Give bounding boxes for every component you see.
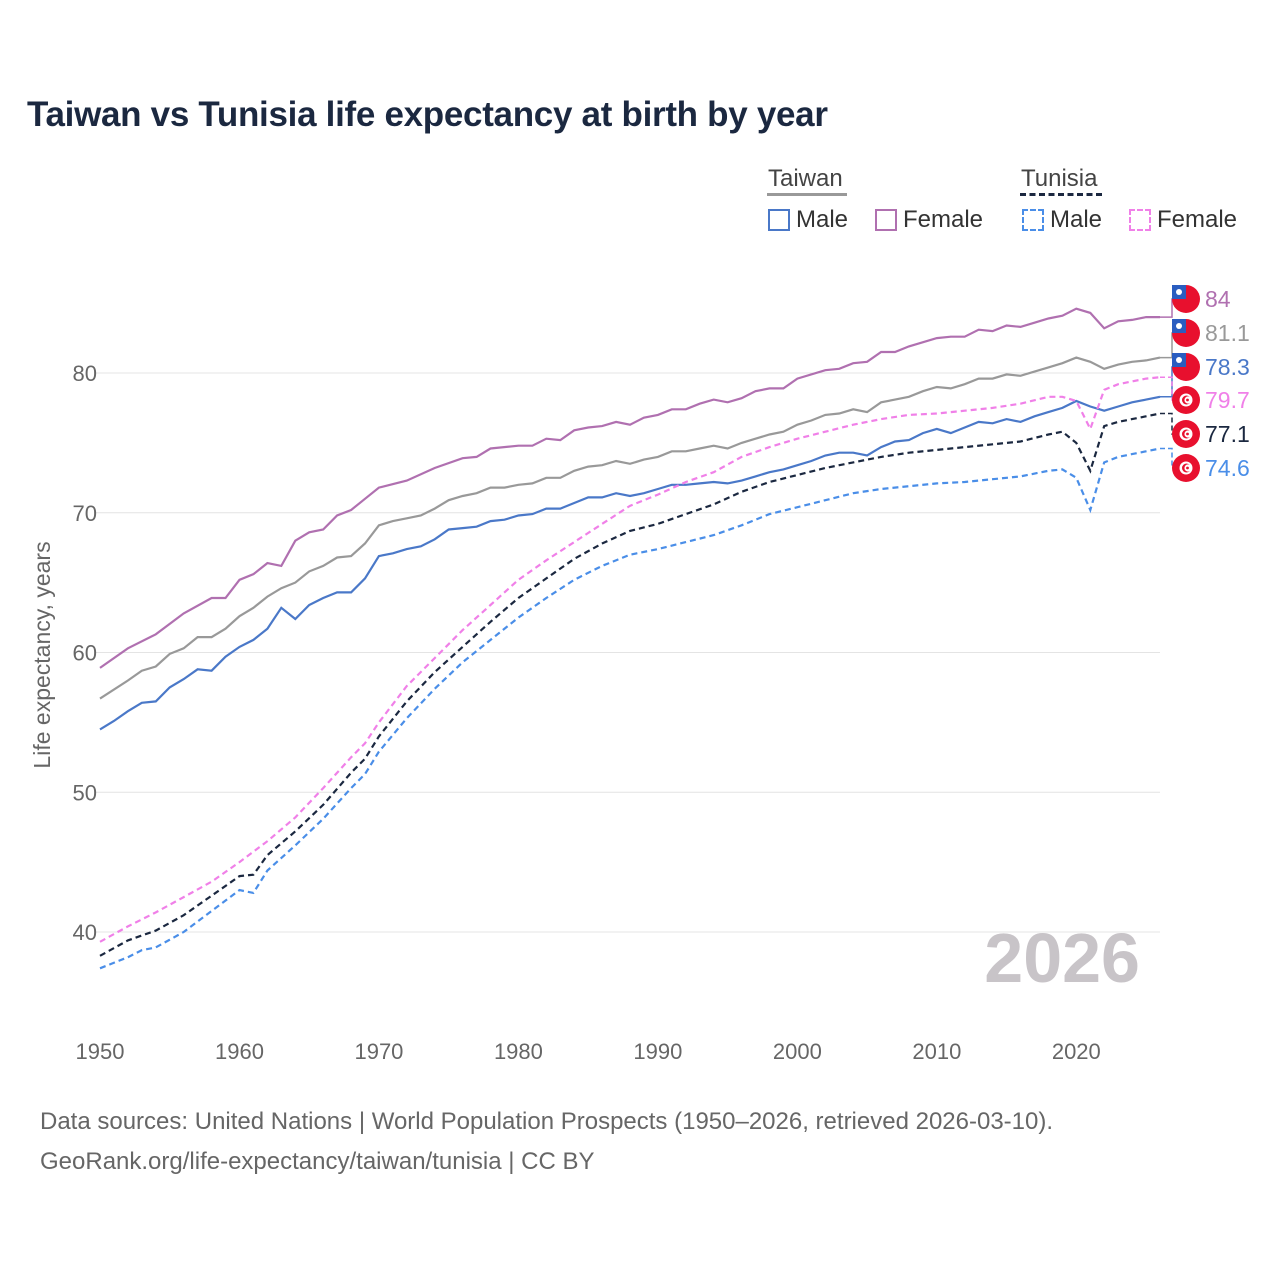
end-value-label: 74.6 <box>1205 455 1250 481</box>
chart-title: Taiwan vs Tunisia life expectancy at bir… <box>27 95 828 134</box>
footer-link[interactable]: GeoRank.org/life-expectancy/taiwan/tunis… <box>40 1148 595 1175</box>
series-line-tunisia-female <box>99 376 1161 943</box>
series-lines <box>99 307 1161 970</box>
legend-tunisia-male[interactable]: Male <box>1022 206 1102 234</box>
legend-tunisia-underline <box>1020 193 1102 196</box>
legend-tunisia-label: Tunisia <box>1021 165 1098 192</box>
y-tick-label: 60 <box>73 641 97 666</box>
legend-swatch-icon <box>1129 209 1151 231</box>
x-tick-label: 1990 <box>633 1039 682 1064</box>
legend-taiwan-female[interactable]: Female <box>875 206 983 234</box>
y-tick-label: 50 <box>73 780 97 805</box>
taiwan-flag-icon <box>1172 353 1200 381</box>
series-line-taiwan-male <box>99 395 1161 731</box>
x-tick-label: 1970 <box>354 1039 403 1064</box>
x-tick-label: 1980 <box>494 1039 543 1064</box>
y-tick-label: 70 <box>73 501 97 526</box>
legend-swatch-icon <box>1022 209 1044 231</box>
legend-taiwan-label: Taiwan <box>768 165 843 192</box>
series-line-taiwan-female <box>99 307 1160 669</box>
tunisia-flag-icon <box>1172 386 1200 414</box>
series-line-tunisia-total <box>99 412 1161 957</box>
taiwan-flag-icon <box>1172 285 1200 313</box>
legend-swatch-icon <box>768 209 790 231</box>
end-value-label: 78.3 <box>1205 354 1250 380</box>
legend-taiwan-male[interactable]: Male <box>768 206 848 234</box>
y-axis-label: Life expectancy, years <box>29 541 55 768</box>
end-value-label: 81.1 <box>1205 320 1250 346</box>
x-tick-label: 1960 <box>215 1039 264 1064</box>
grid-lines <box>95 372 1160 933</box>
end-value-label: 84 <box>1205 286 1231 312</box>
legend-swatch-icon <box>875 209 897 231</box>
series-line-taiwan-total <box>99 356 1161 700</box>
legend-tunisia-female[interactable]: Female <box>1129 206 1237 234</box>
x-tick-label: 2010 <box>912 1039 961 1064</box>
series-line-tunisia-male <box>99 447 1161 970</box>
year-watermark: 2026 <box>984 919 1140 997</box>
x-tick-label: 1950 <box>76 1039 125 1064</box>
y-tick-label: 40 <box>73 920 97 945</box>
x-axis-ticks: 1950 1960 1970 1980 1990 2000 2010 2020 <box>76 1039 1101 1064</box>
end-labels: 84 81.1 78.3 79.7 77.1 74.6 <box>1160 285 1250 482</box>
tunisia-flag-icon <box>1172 454 1200 482</box>
end-value-label: 77.1 <box>1205 421 1250 447</box>
x-tick-label: 2020 <box>1052 1039 1101 1064</box>
end-value-label: 79.7 <box>1205 387 1250 413</box>
y-tick-label: 80 <box>73 361 97 386</box>
y-axis-ticks: 40 50 60 70 80 <box>73 361 97 945</box>
taiwan-flag-icon <box>1172 319 1200 347</box>
footer-source: Data sources: United Nations | World Pop… <box>40 1108 1054 1135</box>
tunisia-flag-icon <box>1172 420 1200 448</box>
x-tick-label: 2000 <box>773 1039 822 1064</box>
legend-taiwan-underline <box>767 193 847 196</box>
